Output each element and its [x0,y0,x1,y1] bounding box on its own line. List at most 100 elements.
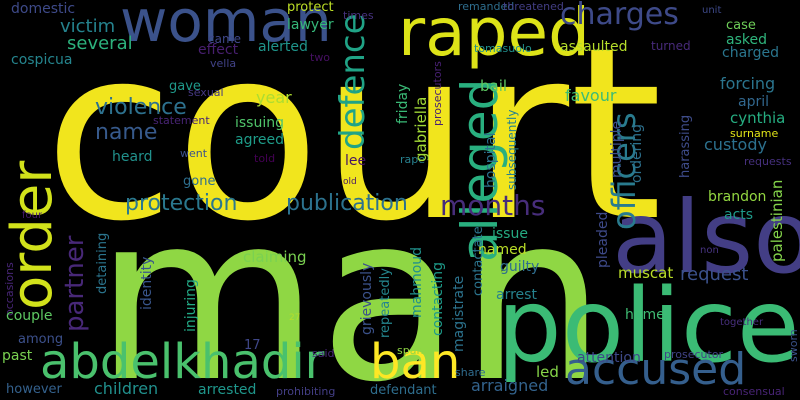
word-favour: favour [565,86,617,105]
word-told: told [254,152,276,165]
word-old: old [343,177,357,187]
word-prohibiting: prohibiting [276,385,336,398]
word-ordering: ordering [629,124,645,183]
word-vella: vella [210,57,237,70]
word-protection: protection [125,191,238,216]
word-gabriella: gabriella [412,96,430,162]
word-gave: gave [169,79,201,94]
word-however: however [6,382,62,397]
word-tomasuolo: tomasuolo [474,42,532,55]
word-prosecutors: prosecutors [431,61,444,126]
word-police: police [497,267,800,386]
word-custody: custody [704,135,767,154]
word-asked: asked [726,32,767,48]
word-issuing: issuing [235,115,284,131]
word-partner: partner [60,235,90,332]
word-man: man [95,166,606,400]
word-subsequently: subsequently [505,109,519,190]
word-woman: woman [120,0,332,55]
word-came: came [208,32,242,46]
word-statement: statement [153,114,210,127]
word-protect: protect [287,0,334,15]
word-four: four [22,210,43,221]
word-year: year [256,88,292,107]
word-harassing: harassing [678,114,693,178]
word-repeatedly: repeatedly [378,268,393,338]
word-lawyer: lawyer [287,17,334,33]
word-alerted: alerted [258,39,308,55]
word-went: went [180,147,208,160]
word-cospicua: cospicua [11,52,73,68]
word-violence: violence [95,95,187,120]
word-ban: ban [370,334,461,390]
word-27: 27 [289,313,301,323]
word-forcing: forcing [720,74,776,93]
word-victim: victim [60,16,116,37]
word-assaulted: assaulted [560,39,628,55]
word-grievously: grievously [359,262,375,335]
word-publication: publication [286,191,408,216]
word-times: times [343,9,374,22]
word-april: april [738,94,770,110]
word-non: non [700,245,719,256]
word-led: led [536,363,559,381]
word-unit: unit [702,5,722,16]
word-attention: attention [577,350,641,366]
word-effect: effect [198,42,239,58]
word-17: 17 [244,338,261,353]
word-injuring: injuring [183,279,199,332]
word-remanded: remanded [458,0,515,13]
word-rape: rape [400,153,426,166]
word-two: two [310,51,331,64]
word-turned: turned [651,39,691,53]
word-multiple: multiple [609,120,625,178]
word-also: also [612,179,800,296]
word-surname: surname [730,127,779,140]
word-detaining: detaining [95,232,110,294]
word-arrest: arrest [496,287,537,303]
word-arraigned: arraigned [471,376,549,395]
word-court: court [44,0,663,274]
word-past: past [2,348,33,364]
word-consensual: consensual [723,385,785,398]
word-home: home [625,307,665,323]
word-friday: friday [395,83,411,124]
word-hospital: hospital [483,132,499,188]
word-acts: acts [724,207,754,223]
word-raped: raped [398,0,590,71]
word-muscat: muscat [618,264,674,282]
word-accused: accused [565,344,747,395]
word-charges: charges [560,0,679,32]
word-gone: gone [183,174,216,189]
word-contactate: contactate [471,226,486,296]
word-lee: lee [345,153,367,169]
word-bail: bail [480,77,508,95]
word-claiming: claiming [243,248,307,266]
word-arrested: arrested [198,382,257,398]
word-several: several [67,33,133,54]
word-threatened: threatened [503,0,564,13]
word-defence: defence [333,13,373,150]
word-abdelkhadir: abdelkhadir [40,334,325,390]
word-together: together [720,317,764,328]
word-span: span [397,344,424,357]
word-issue: issue [492,226,528,242]
word-heard: heard [112,149,153,165]
word-named: named [478,242,527,258]
word-children: children [94,379,159,398]
word-sworn: sworn [787,329,800,362]
word-agreed: agreed [235,132,285,148]
word-months: months [440,189,546,222]
word-requests: requests [744,155,792,168]
word-defendant: defendant [370,383,437,398]
word-magistrate: magistrate [451,275,467,352]
word-case: case [726,18,756,33]
word-domestic: domestic [11,1,76,17]
word-guilty: guilty [500,259,540,275]
word-sexual: sexual [188,86,224,99]
word-said: said [312,347,335,360]
word-among: among [18,332,64,347]
word-charged: charged [722,45,780,61]
word-couple: couple [6,308,53,324]
word-prosecutor: prosecutor [664,348,724,361]
